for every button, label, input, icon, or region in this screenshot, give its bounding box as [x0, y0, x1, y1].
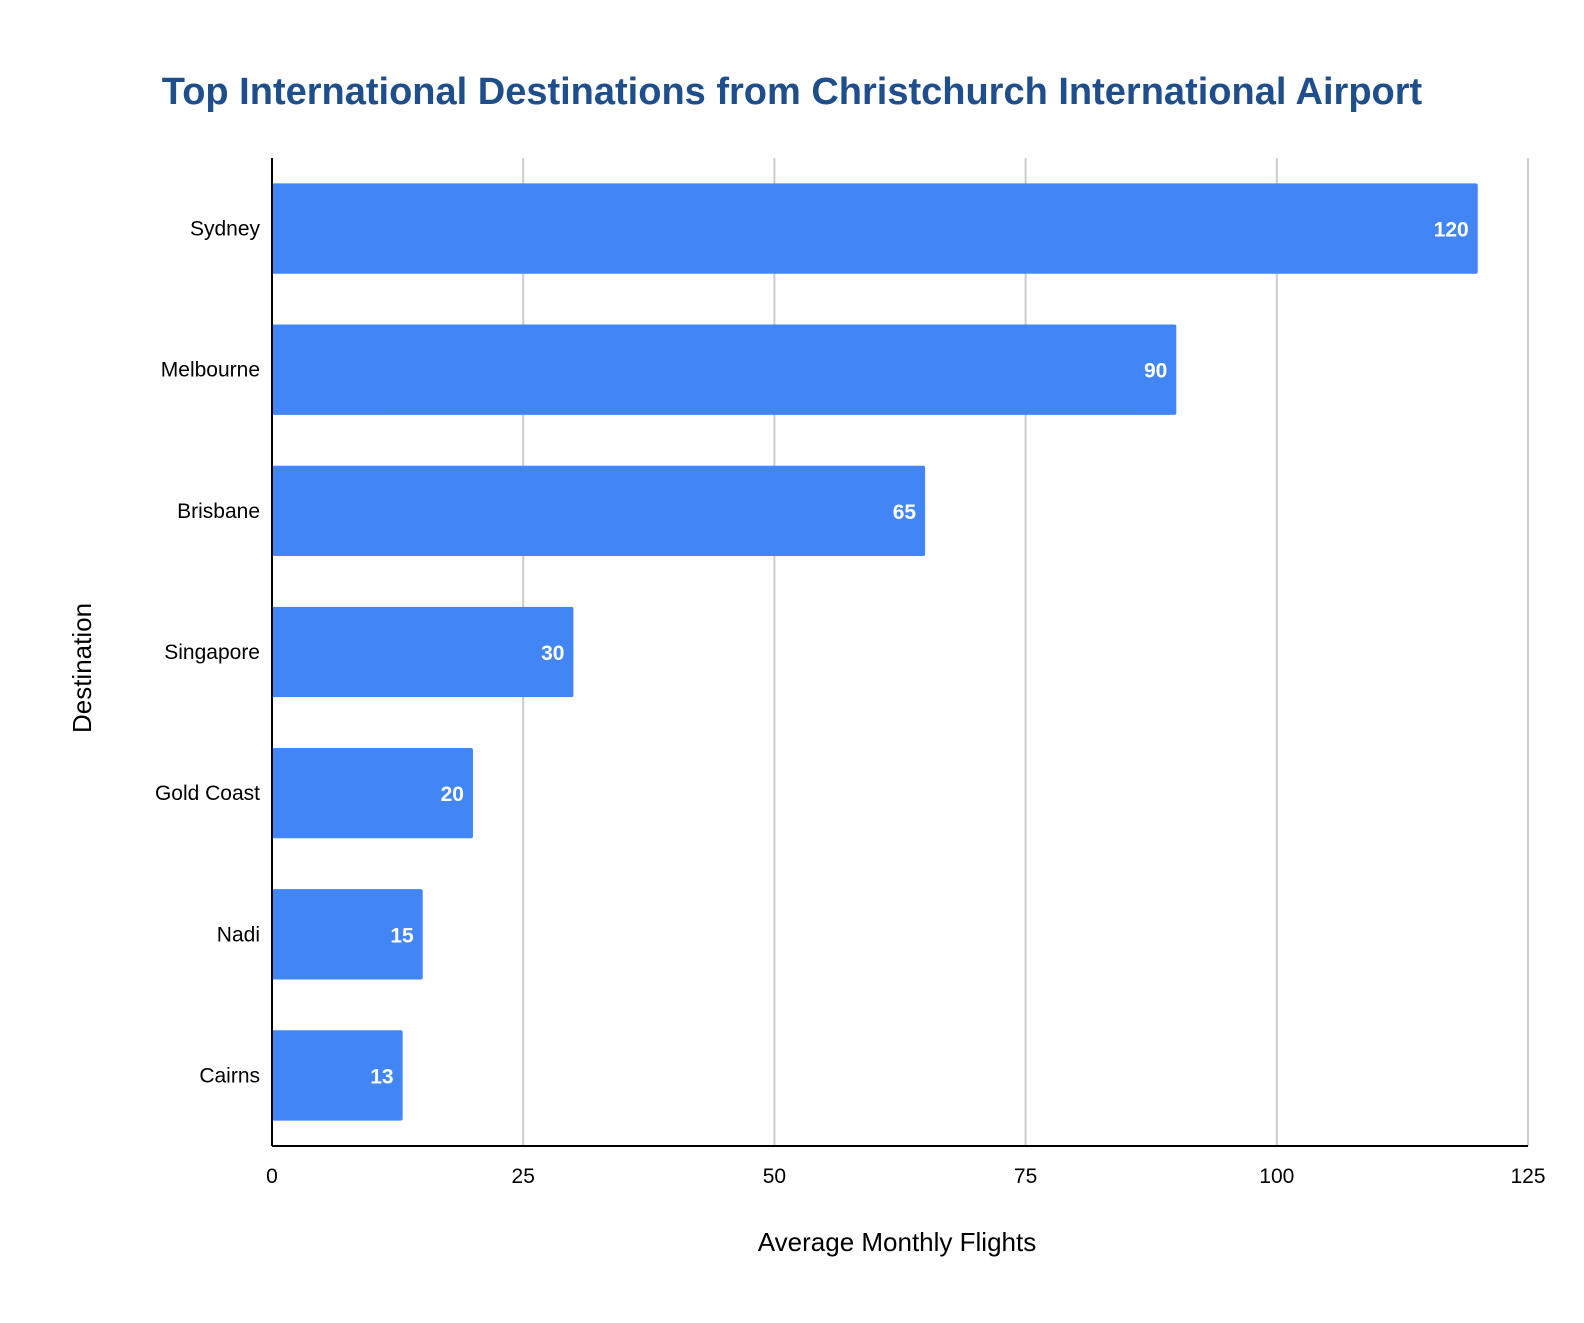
y-tick-label: Brisbane: [177, 500, 260, 523]
x-axis-title: Average Monthly Flights: [758, 1227, 1036, 1257]
y-tick-label: Melbourne: [161, 359, 260, 382]
chart-title: Top International Destinations from Chri…: [162, 71, 1423, 113]
bar-melbourne: [272, 324, 1177, 415]
data-label: 15: [390, 924, 414, 947]
data-label: 65: [893, 501, 917, 524]
gridlines: [522, 158, 1529, 1146]
data-label: 13: [370, 1065, 393, 1088]
tick-labels: 0 25 50 75 100 125 Sydney Melbourne Brisbane Sing…: [155, 218, 1546, 1188]
y-tick-label: Singapore: [164, 641, 260, 664]
bar-brisbane: [272, 465, 926, 557]
x-tick-label: 50: [763, 1165, 786, 1188]
x-tick-label: 0: [266, 1165, 278, 1188]
bar-nadi: [272, 889, 423, 980]
bar-gold-coast: [272, 747, 473, 839]
y-tick-label: Gold Coast: [155, 782, 260, 805]
x-tick-label: 75: [1014, 1165, 1037, 1188]
axes: [271, 158, 1528, 1147]
x-tick-label: 125: [1510, 1165, 1545, 1188]
data-label: 30: [541, 642, 564, 665]
data-label: 120: [1434, 219, 1469, 242]
x-tick-label: 100: [1259, 1165, 1294, 1188]
x-tick-label: 25: [512, 1165, 535, 1188]
y-tick-label: Cairns: [199, 1064, 260, 1087]
data-label: 90: [1144, 360, 1167, 383]
y-tick-label: Sydney: [190, 218, 261, 241]
bar-singapore: [272, 606, 574, 698]
bar-cairns: [272, 1030, 403, 1121]
y-axis-title: Destination: [67, 603, 97, 733]
bar-sydney: [272, 183, 1478, 274]
y-tick-label: Nadi: [217, 923, 260, 946]
bars: 120 90 65 30 20 15 13: [272, 183, 1478, 1121]
data-label: 20: [441, 783, 464, 806]
